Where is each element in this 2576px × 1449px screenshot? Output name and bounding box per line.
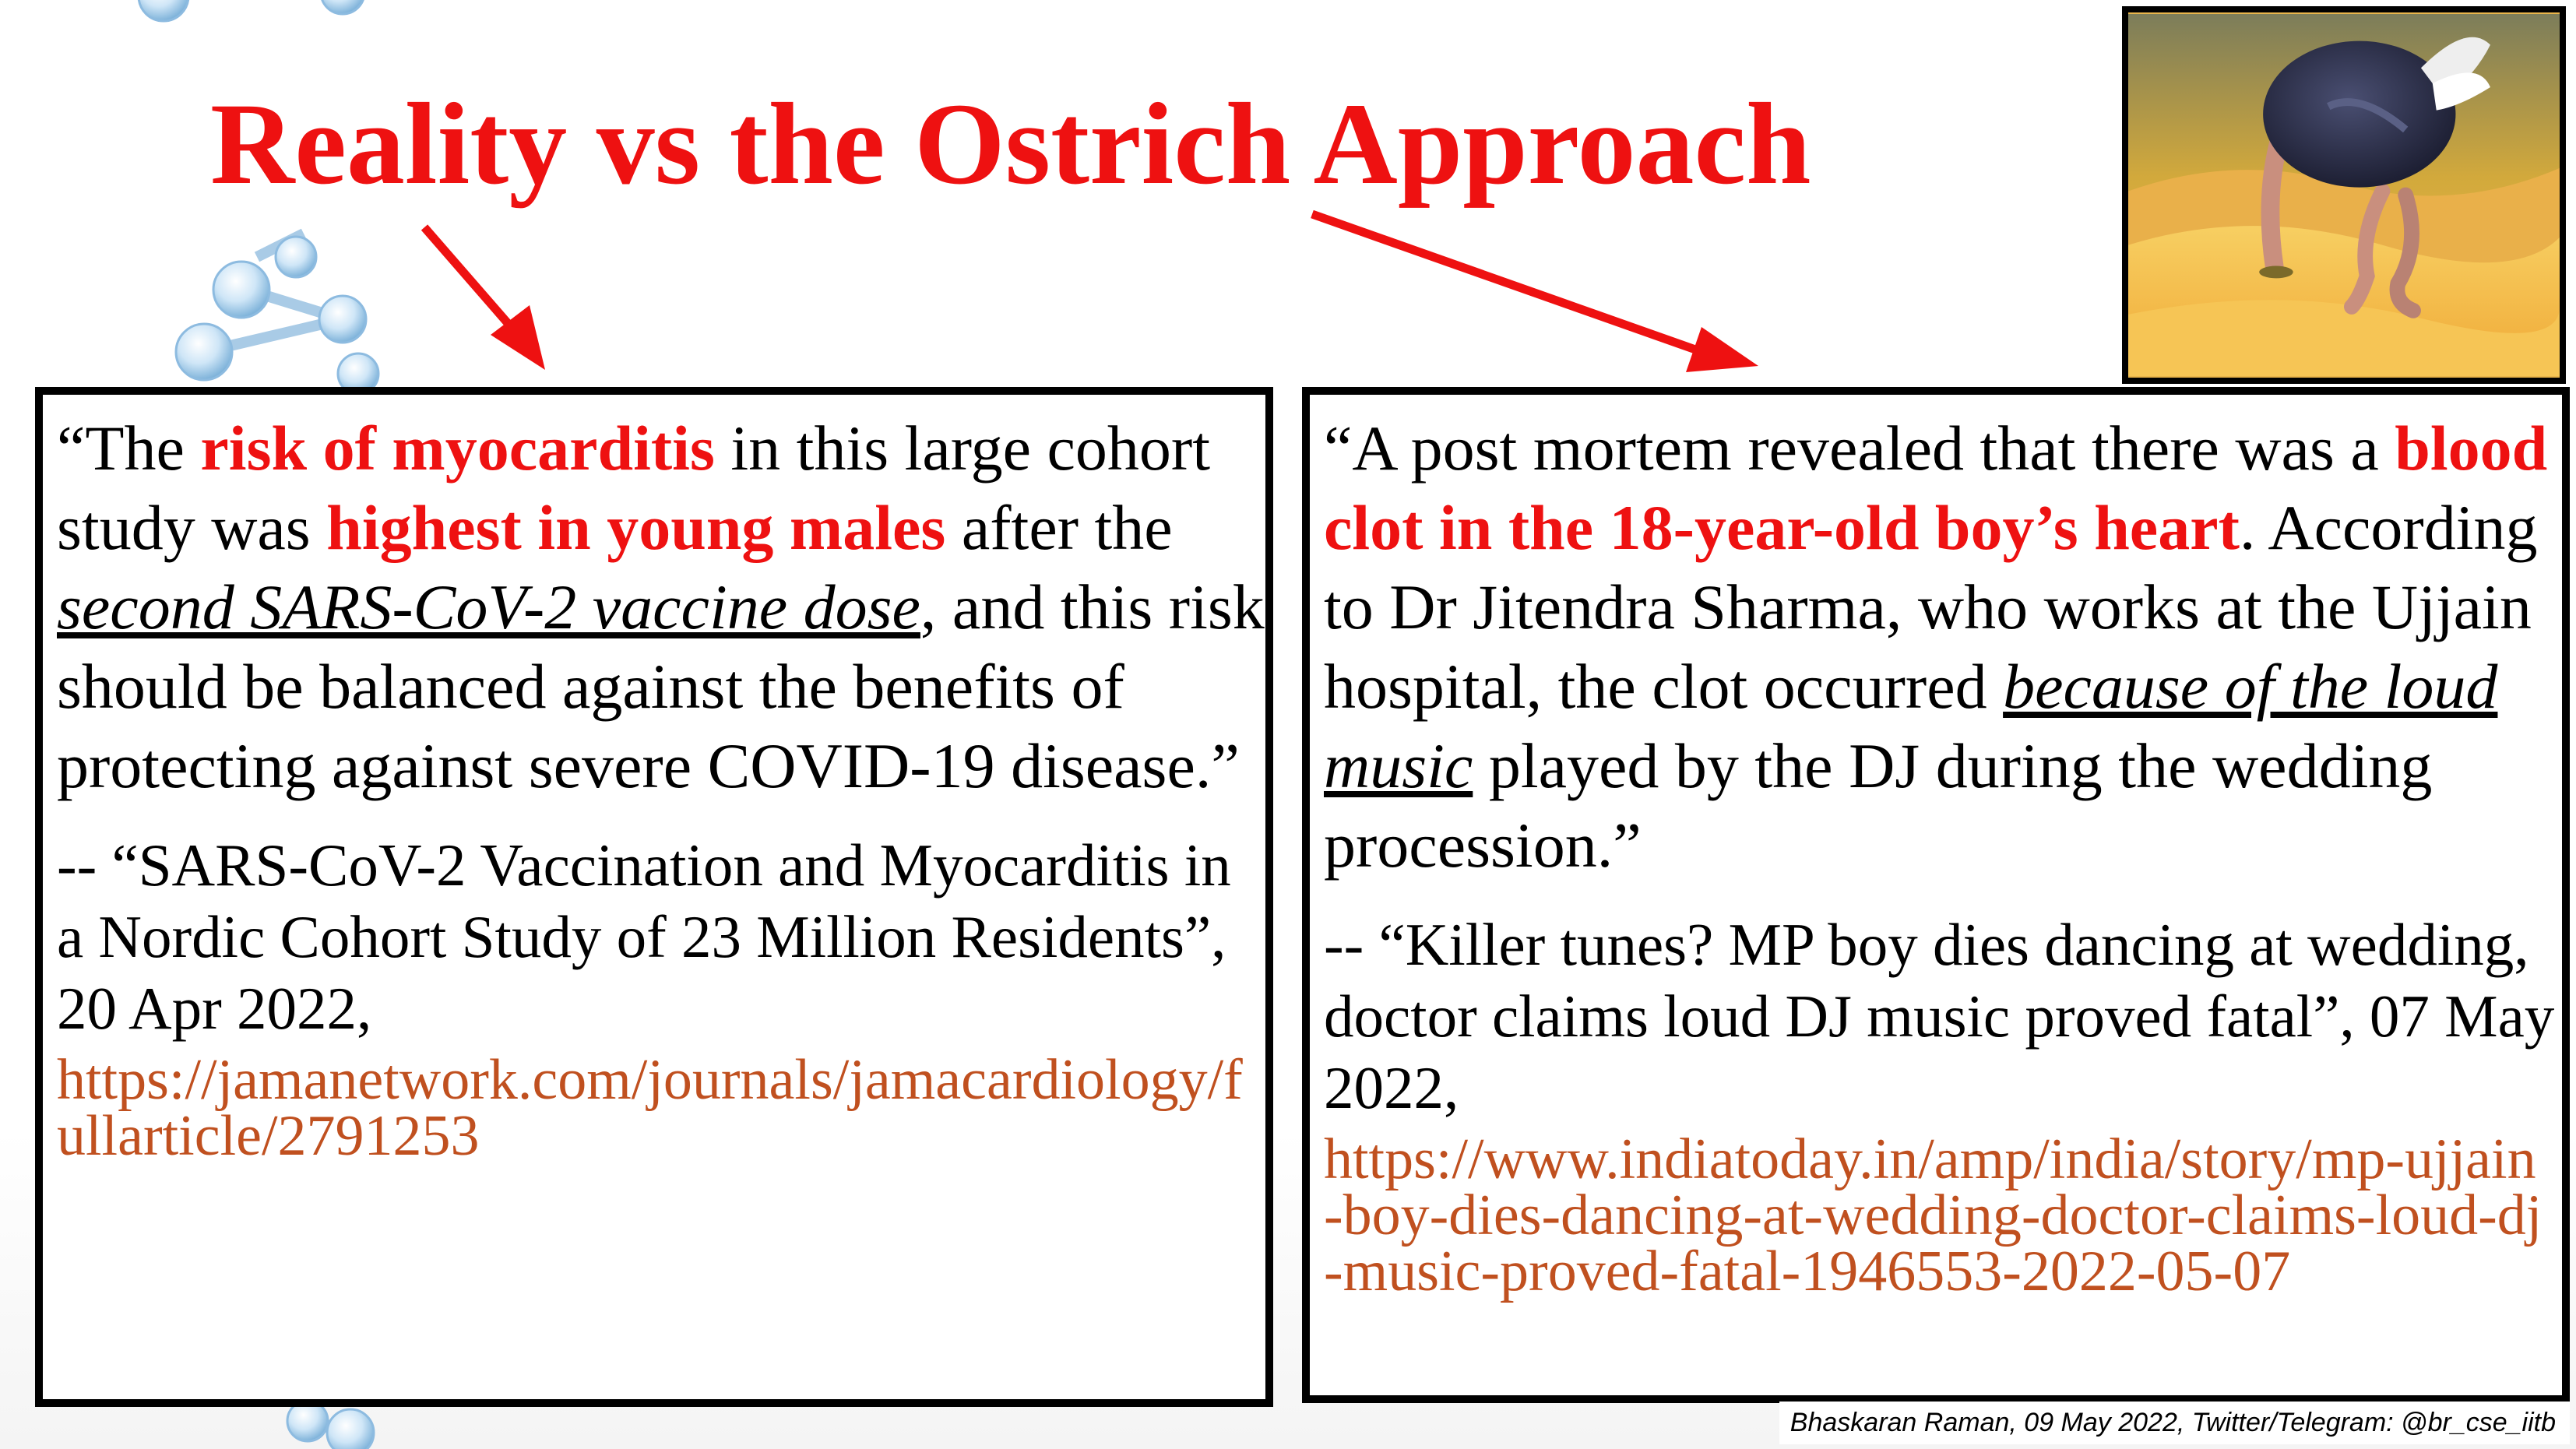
left-quote-highlight-1: risk of myocarditis [200,413,715,484]
right-quote-text-2: . According to Dr Jitendra Sharma, who w… [1324,492,2538,722]
left-quote-highlight-2: highest in young males [326,492,946,563]
title-arrows [421,209,1758,372]
right-citation: -- “Killer tunes? MP boy dies dancing at… [1324,911,2555,1121]
left-quote-text-2: in this large cohort study was [57,413,1211,563]
left-quote-text-1: “The [57,413,201,484]
right-source-link[interactable]: https://www.indiatoday.in/amp/india/stor… [1324,1127,2543,1303]
right-quote: “A post mortem revealed that there was a… [1324,409,2562,885]
right-quote-highlight-1: blood clot in the 18-year-old boy’s hear… [1324,413,2548,563]
left-quote-emphasis: second SARS-CoV-2 vaccine dose [57,572,920,642]
ostrich-illustration [2122,6,2566,384]
right-panel: “A post mortem revealed that there was a… [1302,387,2570,1403]
right-quote-emphasis: because of the loud music [1324,651,2498,801]
left-quote: “The risk of myocarditis in this large c… [57,409,1265,806]
left-citation: -- “SARS-CoV-2 Vaccination and Myocardit… [57,832,1231,1042]
arrow-right-icon [1311,209,1758,372]
slide-title: Reality vs the Ostrich Approach [210,79,1811,209]
right-quote-text-1: “A post mortem revealed that there was a [1324,413,2395,484]
left-panel: “The risk of myocarditis in this large c… [35,387,1273,1407]
footer-credit: Bhaskaran Raman, 09 May 2022, Twitter/Te… [1779,1402,2570,1444]
left-source-link[interactable]: https://jamanetwork.com/journals/jamacar… [57,1048,1243,1168]
right-quote-text-3: played by the DJ during the wedding proc… [1324,730,2433,881]
left-quote-text-3: after the [945,492,1173,563]
left-quote-text-4: , and this risk should be balanced again… [57,572,1265,801]
ostrich-head-in-sand-icon [2128,14,2560,376]
arrow-left-icon [421,224,545,370]
